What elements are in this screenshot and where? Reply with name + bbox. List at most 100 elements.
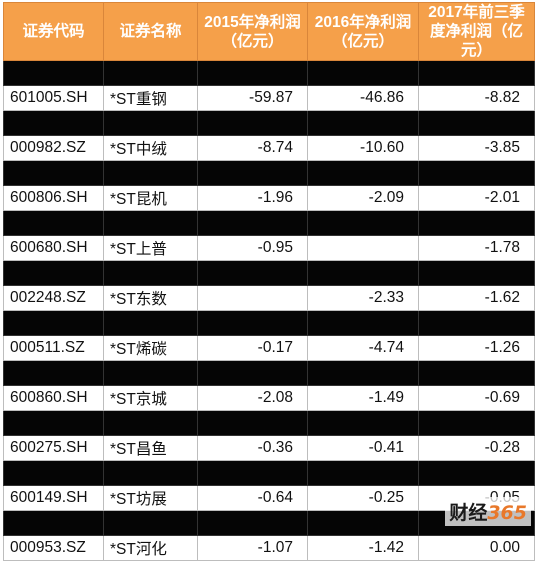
cell-profit-2015 <box>197 285 308 311</box>
cell-profit-2015: -1.07 <box>197 535 308 561</box>
table-row: 000511.SZ *ST烯碳 -0.17 -4.74 -1.26 <box>3 335 535 361</box>
cell-profit-2016 <box>307 210 419 236</box>
table-row <box>3 460 535 486</box>
cell-name: *ST河化 <box>103 535 198 561</box>
cell-name: *ST昌鱼 <box>103 435 198 461</box>
cell-name: *ST中绒 <box>103 135 198 161</box>
cell-profit-2016 <box>307 160 419 186</box>
cell-profit-2016: -0.41 <box>307 435 419 461</box>
cell-code <box>3 310 104 336</box>
header-profit-2017q3: 2017年前三季度净利润（亿元） <box>418 2 535 61</box>
table-row: 600680.SH *ST上普 -0.95 -1.78 <box>3 235 535 261</box>
cell-profit-2016: -0.25 <box>307 485 419 511</box>
cell-code: 002248.SZ <box>3 285 104 311</box>
cell-profit-2015: -0.64 <box>197 485 308 511</box>
cell-profit-2017q3: -8.82 <box>418 85 535 111</box>
cell-profit-2015: -2.08 <box>197 385 308 411</box>
cell-profit-2015: -59.87 <box>197 85 308 111</box>
cell-name: *ST重钢 <box>103 85 198 111</box>
table-row <box>3 160 535 186</box>
table-row <box>3 360 535 386</box>
cell-name <box>103 410 198 436</box>
cell-name <box>103 260 198 286</box>
cell-profit-2015: -0.95 <box>197 235 308 261</box>
cell-code: 600680.SH <box>3 235 104 261</box>
cell-profit-2016 <box>307 260 419 286</box>
table-row: 601005.SH *ST重钢 -59.87 -46.86 -8.82 <box>3 85 535 111</box>
cell-profit-2017q3 <box>418 210 535 236</box>
header-profit-2015: 2015年净利润（亿元） <box>197 2 308 61</box>
cell-profit-2015: -1.96 <box>197 185 308 211</box>
cell-code <box>3 110 104 136</box>
cell-code: 000511.SZ <box>3 335 104 361</box>
cell-profit-2017q3: -0.69 <box>418 385 535 411</box>
table-body: 601005.SH *ST重钢 -59.87 -46.86 -8.82 000982.SZ… <box>3 60 535 561</box>
cell-profit-2015 <box>197 410 308 436</box>
cell-code <box>3 260 104 286</box>
cell-code: 600860.SH <box>3 385 104 411</box>
cell-profit-2015 <box>197 260 308 286</box>
cell-name <box>103 210 198 236</box>
cell-profit-2016: -10.60 <box>307 135 419 161</box>
cell-name: *ST烯碳 <box>103 335 198 361</box>
cell-profit-2016 <box>307 110 419 136</box>
cell-profit-2015 <box>197 360 308 386</box>
table-row: 002248.SZ *ST东数 -2.33 -1.62 <box>3 285 535 311</box>
cell-profit-2015: -0.36 <box>197 435 308 461</box>
cell-profit-2017q3: -0.28 <box>418 435 535 461</box>
header-name: 证券名称 <box>103 2 198 61</box>
cell-code: 600806.SH <box>3 185 104 211</box>
cell-profit-2015 <box>197 210 308 236</box>
cell-profit-2016 <box>307 310 419 336</box>
cell-profit-2017q3 <box>418 260 535 286</box>
cell-profit-2016 <box>307 235 419 261</box>
watermark-number-text: 365 <box>487 502 527 524</box>
table-row: 600806.SH *ST昆机 -1.96 -2.09 -2.01 <box>3 185 535 211</box>
cell-profit-2016: -4.74 <box>307 335 419 361</box>
watermark-brand-text: 财经 <box>449 502 488 524</box>
cell-profit-2015 <box>197 110 308 136</box>
table-header-row: 证券代码 证券名称 2015年净利润（亿元） 2016年净利润（亿元） 2017… <box>3 2 535 61</box>
cell-profit-2016: -1.49 <box>307 385 419 411</box>
cell-name <box>103 460 198 486</box>
brand-watermark: 财经365 <box>445 497 531 526</box>
cell-profit-2017q3 <box>418 360 535 386</box>
cell-profit-2017q3: -1.62 <box>418 285 535 311</box>
table-row <box>3 410 535 436</box>
cell-profit-2017q3 <box>418 310 535 336</box>
cell-profit-2016 <box>307 410 419 436</box>
cell-profit-2015 <box>197 460 308 486</box>
cell-code: 600275.SH <box>3 435 104 461</box>
cell-profit-2016: -2.09 <box>307 185 419 211</box>
cell-profit-2017q3 <box>418 110 535 136</box>
table-row <box>3 210 535 236</box>
cell-profit-2016: -46.86 <box>307 85 419 111</box>
cell-code: 000953.SZ <box>3 535 104 561</box>
header-code: 证券代码 <box>3 2 104 61</box>
cell-profit-2017q3: 0.00 <box>418 535 535 561</box>
table-row: 000953.SZ *ST河化 -1.07 -1.42 0.00 <box>3 535 535 561</box>
cell-profit-2016 <box>307 60 419 86</box>
cell-name: *ST昆机 <box>103 185 198 211</box>
cell-name: *ST上普 <box>103 235 198 261</box>
cell-profit-2017q3 <box>418 410 535 436</box>
cell-profit-2016 <box>307 460 419 486</box>
table-row: 600275.SH *ST昌鱼 -0.36 -0.41 -0.28 <box>3 435 535 461</box>
cell-profit-2016 <box>307 360 419 386</box>
cell-code <box>3 460 104 486</box>
cell-code <box>3 410 104 436</box>
cell-code <box>3 60 104 86</box>
table-row <box>3 60 535 86</box>
cell-name: *ST东数 <box>103 285 198 311</box>
cell-code <box>3 210 104 236</box>
cell-profit-2017q3 <box>418 160 535 186</box>
cell-name <box>103 360 198 386</box>
cell-profit-2015 <box>197 160 308 186</box>
table-row: 000982.SZ *ST中绒 -8.74 -10.60 -3.85 <box>3 135 535 161</box>
cell-name: *ST坊展 <box>103 485 198 511</box>
cell-name <box>103 110 198 136</box>
cell-name <box>103 60 198 86</box>
cell-code: 601005.SH <box>3 85 104 111</box>
cell-profit-2016: -1.42 <box>307 535 419 561</box>
cell-code <box>3 160 104 186</box>
